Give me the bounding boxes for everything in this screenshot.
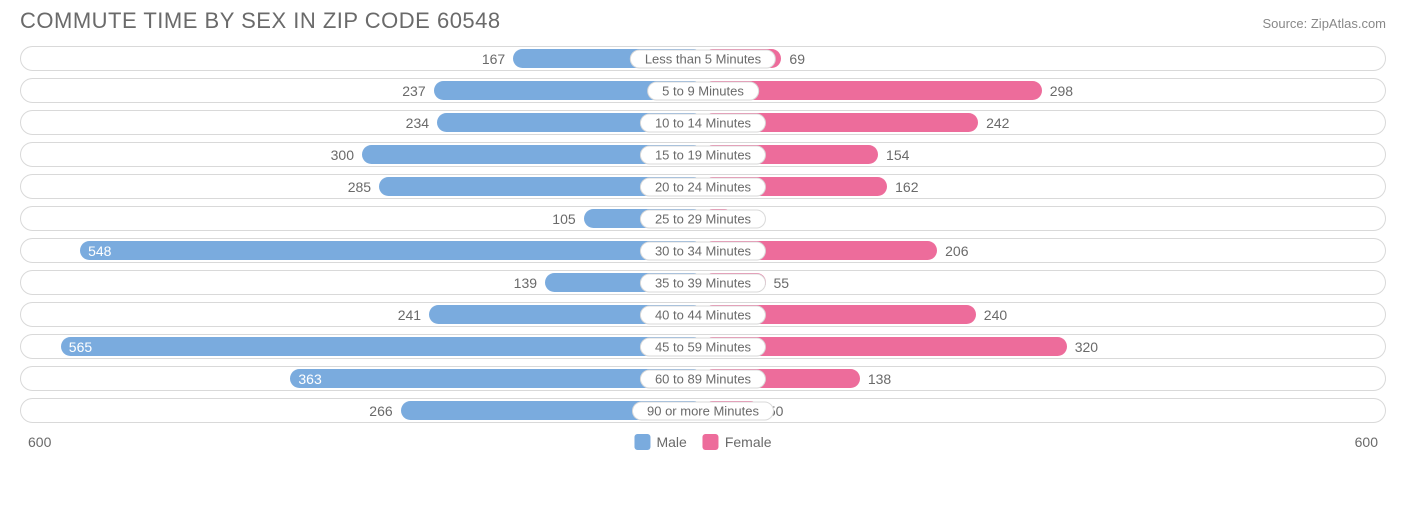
value-female: 206 xyxy=(945,243,968,259)
legend-label-female: Female xyxy=(725,434,772,450)
chart-row: 363 138 60 to 89 Minutes xyxy=(20,366,1386,391)
chart-row: 300 154 15 to 19 Minutes xyxy=(20,142,1386,167)
category-label: Less than 5 Minutes xyxy=(630,49,776,68)
chart-row: 139 55 35 to 39 Minutes xyxy=(20,270,1386,295)
category-label: 25 to 29 Minutes xyxy=(640,209,766,228)
value-male: 363 xyxy=(298,371,321,387)
value-female: 154 xyxy=(886,147,909,163)
row-track: 241 240 40 to 44 Minutes xyxy=(20,302,1386,327)
chart-header: COMMUTE TIME BY SEX IN ZIP CODE 60548 So… xyxy=(0,0,1406,38)
chart-title: COMMUTE TIME BY SEX IN ZIP CODE 60548 xyxy=(20,8,501,34)
chart-source: Source: ZipAtlas.com xyxy=(1262,16,1386,31)
axis-max-right: 600 xyxy=(1355,434,1378,450)
axis-max-left: 600 xyxy=(28,434,51,450)
value-female: 69 xyxy=(789,51,805,67)
value-female: 55 xyxy=(774,275,790,291)
legend-swatch-male xyxy=(634,434,650,450)
value-male: 565 xyxy=(69,339,92,355)
category-label: 40 to 44 Minutes xyxy=(640,305,766,324)
value-male: 237 xyxy=(402,83,425,99)
value-male: 139 xyxy=(514,275,537,291)
value-female: 162 xyxy=(895,179,918,195)
value-female: 242 xyxy=(986,115,1009,131)
value-female: 240 xyxy=(984,307,1007,323)
value-female: 298 xyxy=(1050,83,1073,99)
row-track: 234 242 10 to 14 Minutes xyxy=(20,110,1386,135)
row-track: 300 154 15 to 19 Minutes xyxy=(20,142,1386,167)
chart-body: 167 69 Less than 5 Minutes 237 298 5 to 9 Min… xyxy=(0,38,1406,423)
value-male: 548 xyxy=(88,243,111,259)
value-male: 234 xyxy=(406,115,429,131)
value-female: 138 xyxy=(868,371,891,387)
value-male: 300 xyxy=(331,147,354,163)
category-label: 10 to 14 Minutes xyxy=(640,113,766,132)
category-label: 15 to 19 Minutes xyxy=(640,145,766,164)
category-label: 20 to 24 Minutes xyxy=(640,177,766,196)
row-track: 363 138 60 to 89 Minutes xyxy=(20,366,1386,391)
value-male: 266 xyxy=(369,403,392,419)
chart-row: 1052725 to 29 Minutes xyxy=(20,206,1386,231)
legend-swatch-female xyxy=(703,434,719,450)
category-label: 45 to 59 Minutes xyxy=(640,337,766,356)
chart-row: 548 206 30 to 34 Minutes xyxy=(20,238,1386,263)
legend-item-male: Male xyxy=(634,434,686,450)
row-track: 139 55 35 to 39 Minutes xyxy=(20,270,1386,295)
category-label: 5 to 9 Minutes xyxy=(647,81,759,100)
row-track: 167 69 Less than 5 Minutes xyxy=(20,46,1386,71)
legend: Male Female xyxy=(634,434,771,450)
chart-row: 237 298 5 to 9 Minutes xyxy=(20,78,1386,103)
chart-row: 167 69 Less than 5 Minutes xyxy=(20,46,1386,71)
category-label: 35 to 39 Minutes xyxy=(640,273,766,292)
chart-footer: 600 Male Female 600 xyxy=(0,430,1406,454)
chart-row: 234 242 10 to 14 Minutes xyxy=(20,110,1386,135)
value-male: 167 xyxy=(482,51,505,67)
bar-male: 548 xyxy=(80,241,703,260)
chart-row: 565 320 45 to 59 Minutes xyxy=(20,334,1386,359)
category-label: 60 to 89 Minutes xyxy=(640,369,766,388)
row-track: 2665090 or more Minutes xyxy=(20,398,1386,423)
legend-item-female: Female xyxy=(703,434,772,450)
category-label: 30 to 34 Minutes xyxy=(640,241,766,260)
row-track: 565 320 45 to 59 Minutes xyxy=(20,334,1386,359)
chart-row: 285 162 20 to 24 Minutes xyxy=(20,174,1386,199)
value-male: 285 xyxy=(348,179,371,195)
row-track: 237 298 5 to 9 Minutes xyxy=(20,78,1386,103)
bar-male: 565 xyxy=(61,337,703,356)
chart-row: 241 240 40 to 44 Minutes xyxy=(20,302,1386,327)
value-male: 241 xyxy=(398,307,421,323)
row-track: 1052725 to 29 Minutes xyxy=(20,206,1386,231)
value-male: 105 xyxy=(552,211,575,227)
chart-row: 2665090 or more Minutes xyxy=(20,398,1386,423)
category-label: 90 or more Minutes xyxy=(632,401,774,420)
legend-label-male: Male xyxy=(656,434,686,450)
row-track: 285 162 20 to 24 Minutes xyxy=(20,174,1386,199)
row-track: 548 206 30 to 34 Minutes xyxy=(20,238,1386,263)
value-female: 320 xyxy=(1075,339,1098,355)
